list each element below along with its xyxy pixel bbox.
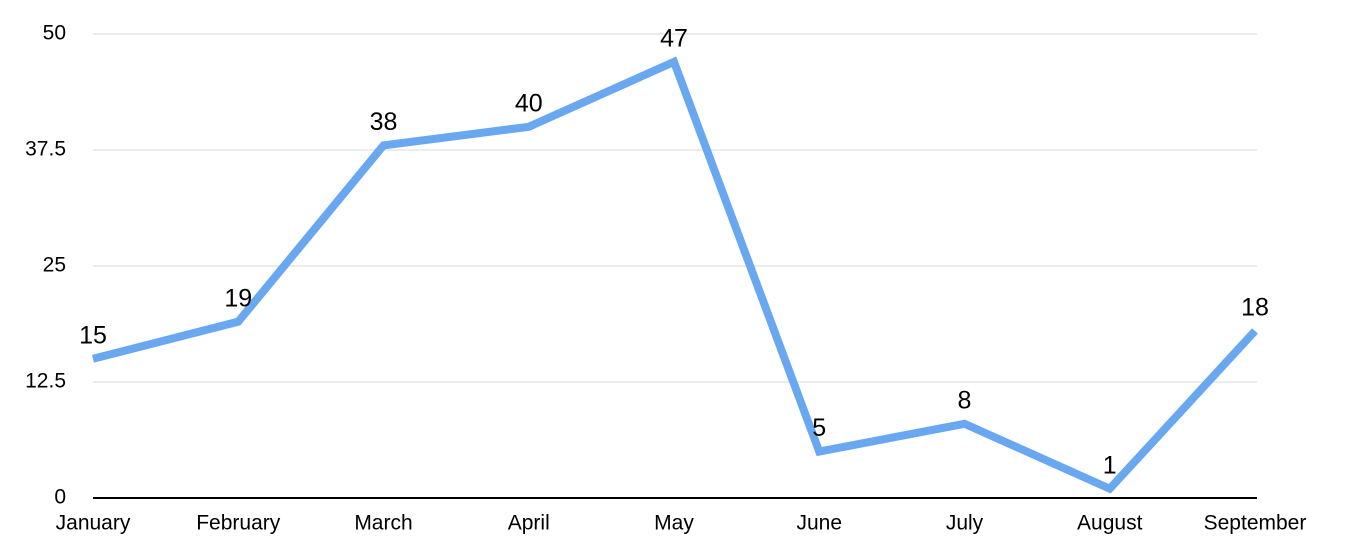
data-label: 5 [812,414,826,442]
x-tick-label: September [1204,512,1307,535]
x-tick-label: April [508,512,550,535]
y-tick-label: 37.5 [25,138,66,161]
y-tick-label: 12.5 [25,370,66,393]
data-label: 18 [1241,294,1269,322]
x-tick-label: January [56,512,131,535]
x-tick-label: July [946,512,984,535]
y-tick-label: 25 [43,254,66,277]
x-tick-label: March [354,512,412,535]
data-label: 38 [370,108,398,136]
data-label: 40 [515,89,543,117]
x-tick-label: May [654,512,694,535]
data-label: 1 [1103,451,1117,479]
data-line [92,56,1258,494]
data-label: 19 [224,284,252,312]
x-tick-label: August [1077,512,1143,535]
data-label: 8 [958,386,972,414]
x-tick-label: June [796,512,842,535]
x-tick-label: February [196,512,281,535]
data-label: 47 [660,24,688,52]
y-tick-label: 0 [54,486,66,509]
y-tick-label: 50 [43,22,66,45]
data-label: 15 [79,321,107,349]
